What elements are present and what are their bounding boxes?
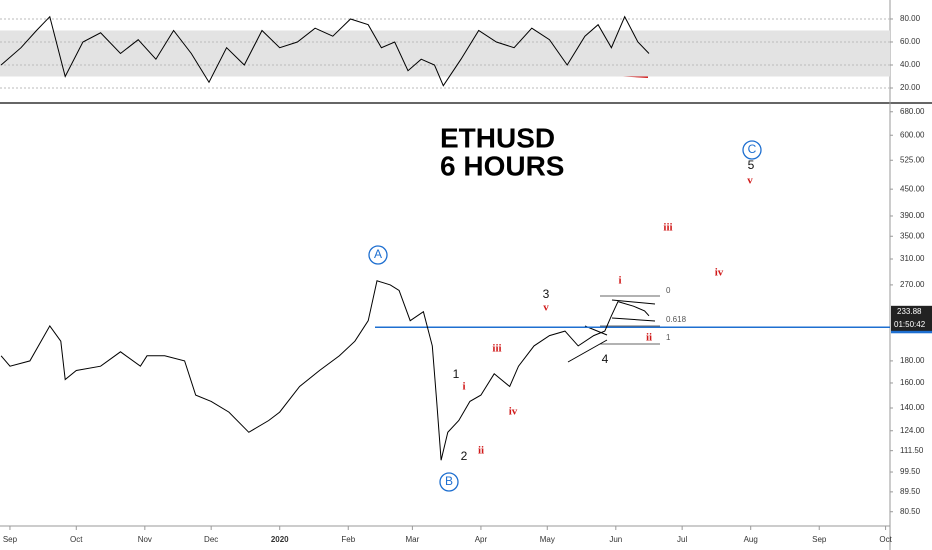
wave-circle [439,472,459,492]
x-tick-label: Sep [812,535,827,544]
x-tick-label: Aug [744,535,758,544]
y-tick-label: 350.00 [900,231,925,240]
wave-label: v [543,302,549,314]
y-tick-label: 60.00 [900,37,921,46]
wave-label: i [462,381,465,393]
chart-title: 6 HOURS [440,150,564,181]
y-tick-label: 390.00 [900,211,925,220]
y-tick-label: 20.00 [900,83,921,92]
wave-label: iii [663,222,672,234]
trend-line [611,317,656,322]
trend-line [567,339,608,363]
x-tick-label: Sep [3,535,18,544]
wave-label: iv [715,267,724,279]
wave-label: ii [646,332,652,344]
x-tick-label: Jul [677,535,687,544]
wave-label: 5 [748,158,755,172]
wave-label: 2 [461,449,468,463]
y-tick-label: 99.50 [900,467,921,476]
y-tick-label: 40.00 [900,60,921,69]
x-tick-label: 2020 [271,535,289,544]
series-line [0,15,650,87]
wave-label: B [445,474,453,488]
wave-circle [742,140,762,160]
y-tick-label: 89.50 [900,487,921,496]
y-tick-label: 140.00 [900,403,925,412]
y-tick-label: 80.00 [900,14,921,23]
x-tick-label: Feb [341,535,355,544]
y-tick-label: 680.00 [900,107,925,116]
y-tick-label: 160.00 [900,378,925,387]
y-tick-label: 525.00 [900,155,925,164]
x-tick-label: Oct [879,535,892,544]
wave-label: iii [492,343,501,355]
wave-label: 3 [543,287,550,301]
y-tick-label: 124.00 [900,426,925,435]
series-line [0,280,650,461]
last-price-label: 233.88 [897,307,922,316]
y-tick-label: 270.00 [900,280,925,289]
rsi-band [0,30,890,77]
trend-line [611,299,656,305]
wave-label: 0.618 [666,315,687,324]
wave-label: 1 [453,367,460,381]
x-tick-label: Oct [70,535,83,544]
wave-label: ii [478,445,484,457]
chart-title: ETHUSD [440,122,555,153]
x-tick-label: Nov [138,535,152,544]
wave-label: 0 [666,286,671,295]
x-tick-label: Apr [475,535,488,544]
wave-label: 1 [666,333,671,342]
countdown-label: 01:50:42 [894,320,926,329]
wave-label: iv [509,406,518,418]
x-tick-label: Jun [609,535,622,544]
last-price-badge [891,305,932,331]
y-tick-label: 111.50 [900,446,924,455]
wave-label: v [747,175,753,187]
y-tick-label: 80.50 [900,507,921,516]
wave-circle [368,245,388,265]
y-tick-label: 450.00 [900,184,925,193]
y-tick-label: 310.00 [900,254,925,263]
wave-label: 4 [602,352,609,366]
x-tick-label: Dec [204,535,218,544]
wave-label: A [374,247,382,261]
wave-label: i [618,275,621,287]
y-tick-label: 180.00 [900,356,925,365]
x-tick-label: Mar [405,535,419,544]
x-tick-label: May [540,535,555,544]
wave-label: C [748,142,757,156]
y-tick-label: 600.00 [900,130,925,139]
